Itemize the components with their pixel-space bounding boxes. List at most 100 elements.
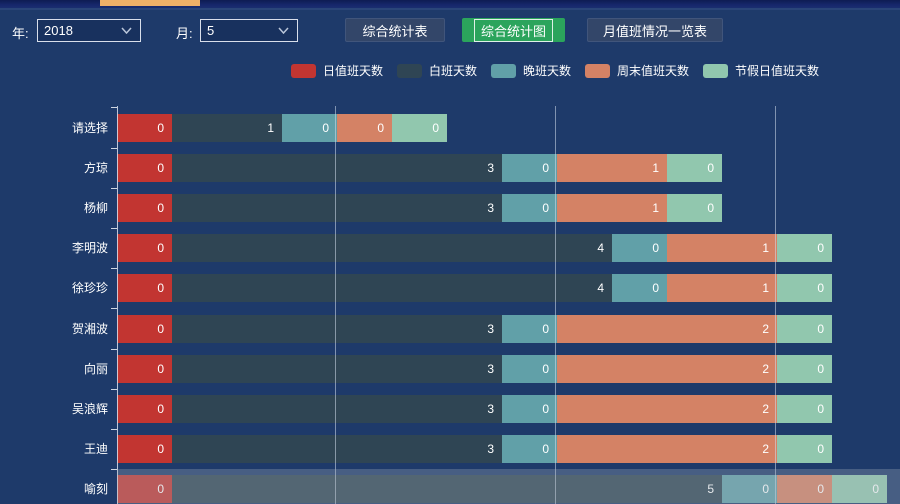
chevron-down-icon: [121, 27, 132, 34]
bar-segment[interactable]: 2: [557, 354, 777, 383]
bar-segment[interactable]: 0: [117, 354, 172, 383]
top-strip: [0, 0, 900, 8]
bar-value-label: 0: [817, 281, 824, 296]
bar-segment[interactable]: 0: [722, 475, 777, 504]
bar-segment[interactable]: 5: [172, 475, 722, 504]
legend-item[interactable]: 日值班天数: [290, 62, 383, 79]
year-select-value: 2018: [44, 23, 73, 38]
bar-segment[interactable]: 0: [117, 193, 172, 222]
chevron-down-icon: [278, 27, 289, 34]
bar-segment[interactable]: 0: [117, 394, 172, 423]
year-select[interactable]: 2018: [37, 19, 141, 42]
active-tab-indicator[interactable]: [100, 0, 200, 6]
bar-segment[interactable]: 0: [392, 113, 447, 142]
bar-segment[interactable]: 0: [612, 274, 667, 303]
y-axis-label: 向丽: [83, 361, 108, 376]
bar-value-label: 0: [157, 241, 164, 256]
bar-segment[interactable]: 0: [502, 193, 557, 222]
bar-value-label: 3: [487, 442, 494, 457]
bar-segment[interactable]: 3: [172, 394, 502, 423]
bar-segment[interactable]: 0: [502, 314, 557, 343]
y-axis-tick: [111, 268, 117, 270]
bar-segment[interactable]: 0: [117, 274, 172, 303]
y-axis-label: 王迪: [83, 442, 108, 457]
y-axis-label: 贺湘波: [71, 321, 108, 336]
bar-segment[interactable]: 0: [117, 113, 172, 142]
y-axis-label: 李明波: [71, 241, 108, 256]
bar-value-label: 0: [707, 200, 714, 215]
bar-segment[interactable]: 0: [502, 435, 557, 464]
bar-segment[interactable]: 0: [777, 475, 832, 504]
bar-value-label: 0: [817, 401, 824, 416]
bar-value-label: 3: [487, 200, 494, 215]
bar-value-label: 3: [487, 321, 494, 336]
summary-table-button-label: 综合统计表: [362, 23, 428, 39]
bar-segment[interactable]: 3: [172, 435, 502, 464]
bar-segment[interactable]: 3: [172, 193, 502, 222]
bar-segment[interactable]: 2: [557, 394, 777, 423]
bar-segment[interactable]: 0: [117, 475, 172, 504]
bar-value-label: 2: [762, 442, 769, 457]
bar-segment[interactable]: 3: [172, 314, 502, 343]
bar-segment[interactable]: 0: [117, 234, 172, 263]
y-axis-tick: [111, 348, 117, 350]
bar-segment[interactable]: 0: [282, 113, 337, 142]
bar-segment[interactable]: 0: [832, 475, 887, 504]
strip-divider: [0, 8, 900, 10]
bar-value-label: 1: [652, 160, 659, 175]
bar-value-label: 0: [377, 120, 384, 135]
bar-value-label: 0: [157, 160, 164, 175]
bar-segment[interactable]: 0: [337, 113, 392, 142]
bar-segment[interactable]: 1: [172, 113, 282, 142]
bar-segment[interactable]: 0: [502, 153, 557, 182]
bar-value-label: 3: [487, 401, 494, 416]
summary-table-button[interactable]: 综合统计表: [345, 18, 445, 42]
bar-value-label: 2: [762, 321, 769, 336]
bar-segment[interactable]: 0: [117, 314, 172, 343]
legend-item[interactable]: 白班天数: [396, 62, 477, 79]
bar-segment[interactable]: 4: [172, 274, 612, 303]
bar-segment[interactable]: 0: [117, 153, 172, 182]
bar-segment[interactable]: 0: [777, 435, 832, 464]
monthly-duty-overview-button[interactable]: 月值班情况一览表: [587, 18, 723, 42]
legend-item-label: 节假日值班天数: [735, 64, 820, 78]
bar-value-label: 0: [817, 442, 824, 457]
bar-segment[interactable]: 1: [667, 234, 777, 263]
summary-chart-button[interactable]: 综合统计图: [462, 18, 565, 42]
y-axis-label: 徐珍珍: [71, 281, 108, 296]
bar-segment[interactable]: 0: [777, 354, 832, 383]
bar-segment[interactable]: 0: [502, 354, 557, 383]
bar-segment[interactable]: 2: [557, 435, 777, 464]
bar-segment[interactable]: 1: [557, 153, 667, 182]
bar-segment[interactable]: 3: [172, 354, 502, 383]
bar-segment[interactable]: 4: [172, 234, 612, 263]
bar-segment[interactable]: 0: [777, 274, 832, 303]
legend-swatch: [585, 63, 610, 78]
bar-segment[interactable]: 0: [777, 394, 832, 423]
y-axis-tick: [111, 308, 117, 310]
bar-segment[interactable]: 2: [557, 314, 777, 343]
bar-segment[interactable]: 0: [777, 314, 832, 343]
month-select[interactable]: 5: [200, 19, 298, 42]
legend-item[interactable]: 节假日值班天数: [703, 62, 819, 79]
bar-segment[interactable]: 0: [667, 193, 722, 222]
bar-segment[interactable]: 1: [667, 274, 777, 303]
gridline: [335, 106, 336, 504]
legend-item[interactable]: 周末值班天数: [585, 62, 689, 79]
y-axis-label: 方琼: [83, 160, 108, 175]
bar-segment[interactable]: 0: [777, 234, 832, 263]
bar-segment[interactable]: 3: [172, 153, 502, 182]
bar-value-label: 0: [157, 281, 164, 296]
y-axis-tick: [111, 469, 117, 471]
bar-value-label: 0: [432, 120, 439, 135]
bar-value-label: 0: [817, 321, 824, 336]
bar-segment[interactable]: 0: [612, 234, 667, 263]
bar-segment[interactable]: 0: [117, 435, 172, 464]
monthly-duty-overview-button-label: 月值班情况一览表: [602, 23, 707, 39]
bar-segment[interactable]: 1: [557, 193, 667, 222]
bar-segment[interactable]: 0: [502, 394, 557, 423]
bar-value-label: 0: [322, 120, 329, 135]
legend-item[interactable]: 晚班天数: [490, 62, 571, 79]
bar-segment[interactable]: 0: [667, 153, 722, 182]
month-label: 月:: [176, 26, 193, 41]
